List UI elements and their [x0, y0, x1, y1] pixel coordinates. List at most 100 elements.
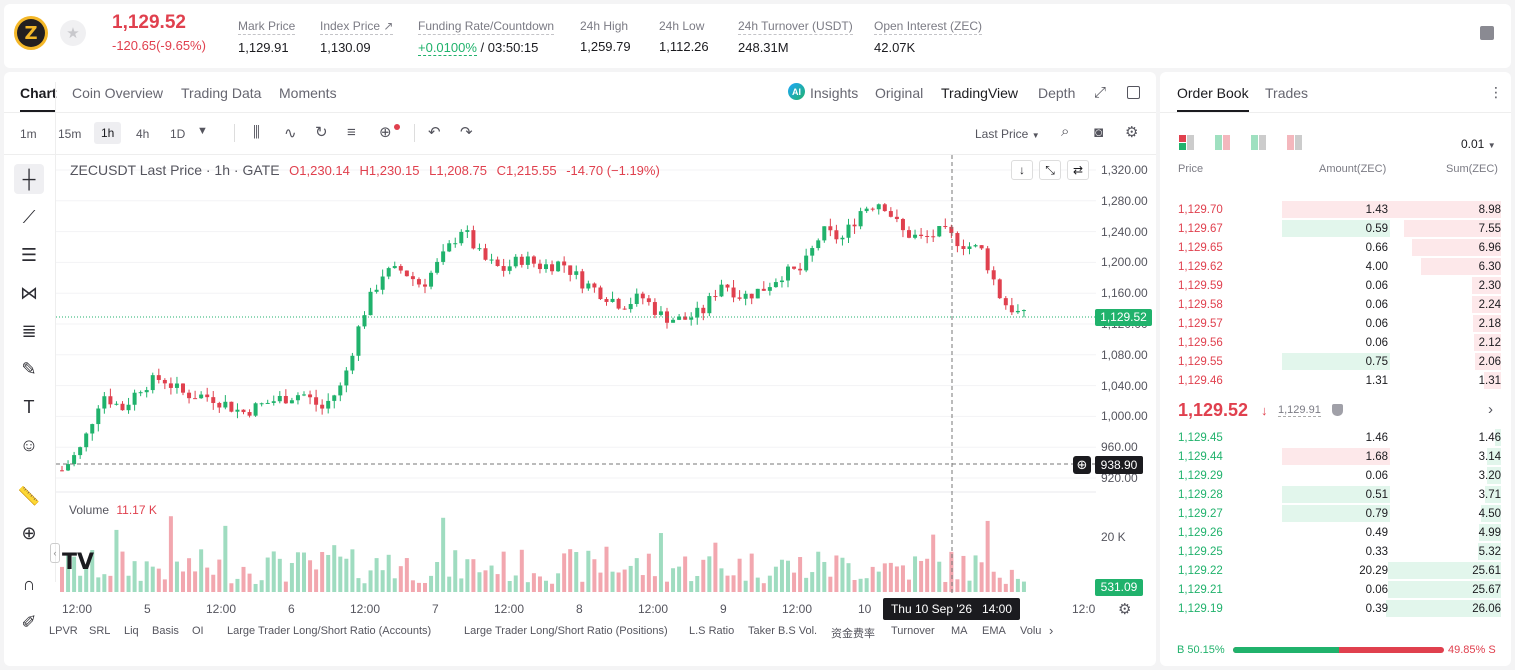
- search-icon[interactable]: ⌕: [1061, 123, 1070, 140]
- template-icon[interactable]: ≡: [347, 124, 356, 141]
- indicator-item[interactable]: LPVR: [49, 625, 78, 637]
- stat-funding-rate[interactable]: Funding Rate/Countdown +0.0100% / 03:50:1…: [418, 19, 555, 56]
- timeframe-1h[interactable]: 1h: [94, 122, 122, 144]
- tab-moments[interactable]: Moments: [279, 85, 337, 101]
- bid-row[interactable]: 1,129.22 20.29 25.61: [1160, 561, 1511, 580]
- indicator-item[interactable]: Taker B.S Vol.: [748, 625, 818, 637]
- indicator-item[interactable]: Large Trader Long/Short Ratio (Positions…: [464, 625, 668, 637]
- tab-order-book[interactable]: Order Book: [1177, 85, 1249, 101]
- window-icon[interactable]: [1127, 86, 1140, 99]
- horizontal-lines-tool-icon[interactable]: ☰: [20, 244, 38, 265]
- view-bids-only-icon[interactable]: [1251, 135, 1267, 150]
- pattern-tool-icon[interactable]: ⋈: [20, 282, 38, 303]
- crosshair-tool-icon[interactable]: ┼: [14, 164, 44, 194]
- ruler-tool-icon[interactable]: 📏: [17, 485, 41, 506]
- stat-open-interest[interactable]: Open Interest (ZEC) 42.07K: [874, 19, 983, 55]
- indicator-item[interactable]: OI: [192, 625, 204, 637]
- ask-row[interactable]: 1,129.70 1.43 8.98: [1160, 200, 1511, 219]
- tab-tradingview[interactable]: TradingView: [941, 85, 1019, 101]
- view-bids-icon[interactable]: [1215, 135, 1231, 150]
- fib-tool-icon[interactable]: ≣: [21, 320, 37, 341]
- add-alert-icon[interactable]: ⊕: [1073, 456, 1091, 474]
- tab-original[interactable]: Original: [875, 85, 924, 101]
- favorite-star-icon[interactable]: ★: [60, 20, 86, 46]
- candlestick-icon[interactable]: ⫼: [253, 124, 260, 141]
- price-axis[interactable]: 1,320.00 1,280.00 1,240.00 1,200.00 1,160.00…: [1096, 155, 1156, 495]
- tab-depth[interactable]: Depth: [1038, 85, 1076, 101]
- ask-row[interactable]: 1,129.65 0.66 6.96: [1160, 238, 1511, 257]
- ask-row[interactable]: 1,129.62 4.00 6.30: [1160, 257, 1511, 276]
- indicator-item[interactable]: Volu: [1020, 625, 1042, 637]
- magnet-tool-icon[interactable]: ∩: [22, 573, 36, 594]
- indicator-item[interactable]: Liq: [124, 625, 139, 637]
- brush-tool-icon[interactable]: ✎: [21, 358, 37, 379]
- ask-row[interactable]: 1,129.46 1.31 1.31: [1160, 371, 1511, 390]
- bid-row[interactable]: 1,129.26 0.49 4.99: [1160, 523, 1511, 542]
- bid-row[interactable]: 1,129.28 0.51 3.71: [1160, 485, 1511, 504]
- tab-trading-data[interactable]: Trading Data: [181, 85, 262, 101]
- timeframe-4h[interactable]: 4h: [136, 127, 150, 141]
- ask-row[interactable]: 1,129.57 0.06 2.18: [1160, 314, 1511, 333]
- collapse-icon[interactable]: ⤡: [1039, 160, 1061, 180]
- price-type-select[interactable]: Last Price ▼: [975, 127, 1040, 141]
- ask-row[interactable]: 1,129.58 0.06 2.24: [1160, 295, 1511, 314]
- text-tool-icon[interactable]: T: [23, 396, 35, 417]
- insights-button[interactable]: Insights: [810, 85, 859, 101]
- scroll-down-icon[interactable]: ↓: [1011, 160, 1033, 180]
- indicator-item[interactable]: Turnover: [891, 625, 935, 637]
- stat-index-price[interactable]: Index Price ↗ 1,130.09: [320, 19, 394, 55]
- bid-row[interactable]: 1,129.27 0.79 4.50: [1160, 504, 1511, 523]
- emoji-tool-icon[interactable]: ☺: [19, 434, 39, 455]
- ask-row[interactable]: 1,129.59 0.06 2.30: [1160, 276, 1511, 295]
- tab-trades[interactable]: Trades: [1265, 85, 1309, 101]
- indicator-more-icon[interactable]: ›: [1049, 623, 1054, 638]
- indicator-item[interactable]: L.S Ratio: [689, 625, 735, 637]
- bid-row[interactable]: 1,129.19 0.39 26.06: [1160, 599, 1511, 618]
- indicator-item[interactable]: Basis: [152, 625, 179, 637]
- bid-row[interactable]: 1,129.44 1.68 3.14: [1160, 447, 1511, 466]
- redo-icon[interactable]: ↷: [460, 124, 473, 141]
- time-axis[interactable]: 12:00 5 12:00 6 12:00 7 12:00 8 12:00 9 12:00 10 12:…: [56, 600, 1096, 618]
- stat-24h-turnover[interactable]: 24h Turnover (USDT) 248.31M: [738, 19, 853, 55]
- timeframe-15m[interactable]: 15m: [58, 127, 82, 141]
- refresh-icon[interactable]: ↻: [315, 124, 328, 141]
- bid-row[interactable]: 1,129.25 0.33 5.32: [1160, 542, 1511, 561]
- indicator-item[interactable]: MA: [951, 625, 968, 637]
- collapse-sidebar-icon[interactable]: ‹: [50, 543, 60, 563]
- chevron-down-icon[interactable]: ▼: [197, 125, 208, 137]
- view-both-icon[interactable]: [1179, 135, 1195, 150]
- indicator-item[interactable]: EMA: [982, 625, 1006, 637]
- price-chart[interactable]: [56, 155, 1096, 595]
- pencil-tool-icon[interactable]: ✐: [21, 611, 37, 632]
- chevron-right-icon[interactable]: ›: [1488, 401, 1493, 418]
- book-icon[interactable]: [1480, 26, 1494, 40]
- indicator-item[interactable]: Large Trader Long/Short Ratio (Accounts): [227, 625, 432, 637]
- indicator-item[interactable]: SRL: [89, 625, 111, 637]
- view-asks-only-icon[interactable]: [1287, 135, 1303, 150]
- bid-row[interactable]: 1,129.45 1.46 1.46: [1160, 428, 1511, 447]
- bid-row[interactable]: 1,129.21 0.06 25.67: [1160, 580, 1511, 599]
- camera-icon[interactable]: ◙: [1094, 124, 1104, 141]
- tab-chart[interactable]: Chart: [20, 85, 57, 101]
- add-indicator-icon[interactable]: ⊕: [379, 124, 392, 141]
- timeframe-1d[interactable]: 1D: [170, 127, 186, 141]
- gear-icon[interactable]: ⚙: [1125, 124, 1139, 141]
- expand-icon[interactable]: ⤢: [1094, 84, 1107, 101]
- indicator-icon[interactable]: ∿: [284, 125, 297, 142]
- swap-icon[interactable]: ⇄: [1067, 160, 1089, 180]
- indicator-item[interactable]: 资金费率: [831, 628, 875, 640]
- ai-insights-icon[interactable]: AI: [788, 83, 805, 100]
- ask-row[interactable]: 1,129.67 0.59 7.55: [1160, 219, 1511, 238]
- undo-icon[interactable]: ↶: [428, 124, 441, 141]
- ask-row[interactable]: 1,129.56 0.06 2.12: [1160, 333, 1511, 352]
- timeframe-1m[interactable]: 1m: [20, 127, 37, 141]
- settings-small-icon[interactable]: ⚙: [1118, 601, 1132, 618]
- stat-mark-price[interactable]: Mark Price 1,129.91: [238, 19, 296, 55]
- zoom-tool-icon[interactable]: ⊕: [21, 522, 37, 543]
- bid-row[interactable]: 1,129.29 0.06 3.20: [1160, 466, 1511, 485]
- trend-line-tool-icon[interactable]: ⟋: [22, 206, 36, 227]
- precision-select[interactable]: 0.01 ▼: [1461, 137, 1496, 151]
- more-options-icon[interactable]: ⋮: [1489, 84, 1503, 100]
- tab-coin-overview[interactable]: Coin Overview: [72, 85, 164, 101]
- ask-row[interactable]: 1,129.55 0.75 2.06: [1160, 352, 1511, 371]
